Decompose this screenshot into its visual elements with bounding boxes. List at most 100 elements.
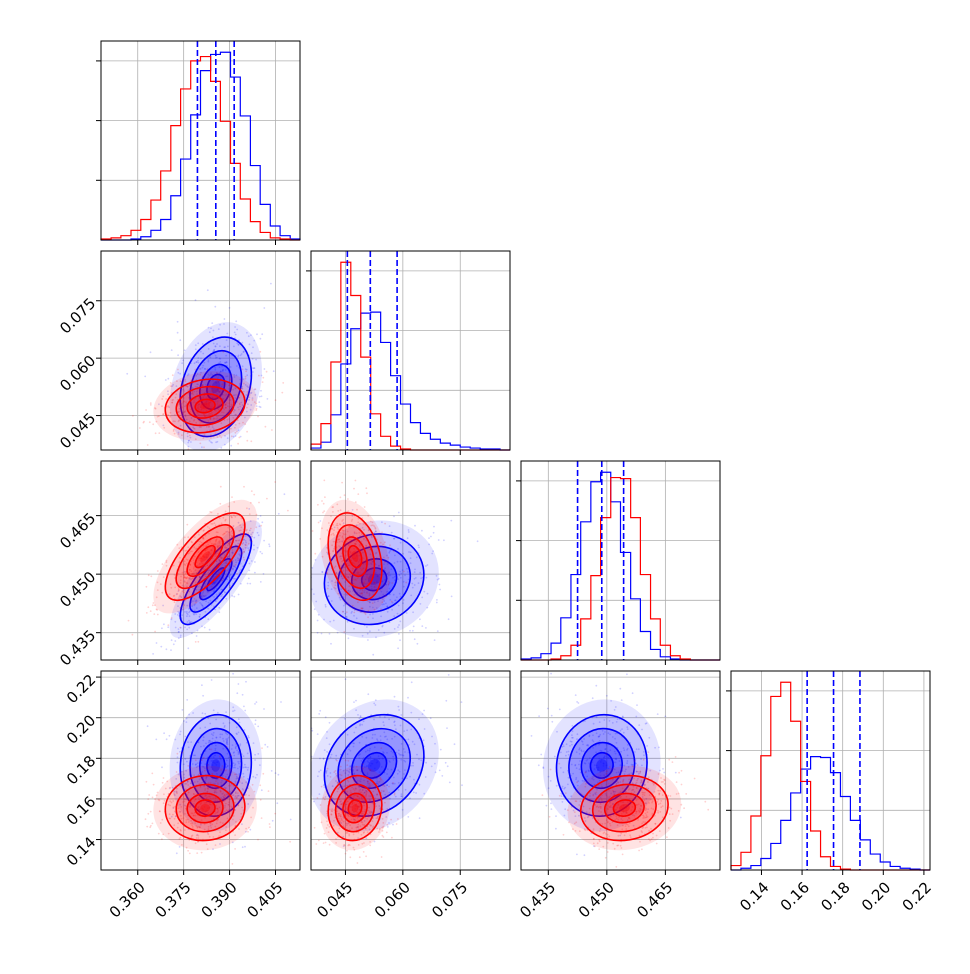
sample-point [238,683,240,685]
sample-point [258,375,260,377]
sample-point [263,708,265,710]
sample-point [592,697,594,699]
sample-point [236,430,238,432]
sample-point [177,354,179,356]
sample-point [365,613,367,615]
sample-point [451,596,453,598]
sample-point [436,602,438,604]
sample-point [707,809,709,811]
sample-point [278,513,280,515]
sample-point [303,575,305,577]
sample-point [176,852,178,854]
sample-point [207,289,209,291]
sample-point [414,638,416,640]
sample-point [214,306,216,308]
sample-point [392,782,394,784]
sample-point [174,640,176,642]
x-tick-label: 0.390 [198,878,241,921]
sample-point [195,641,197,643]
sample-point [262,377,264,379]
panel-frame [521,461,720,660]
sample-point [267,398,269,400]
sample-point [333,771,335,773]
sample-point [301,566,303,568]
sample-point [254,561,256,563]
sample-point [147,725,149,727]
sample-point [325,842,327,844]
sample-point [565,792,567,794]
sample-point [626,673,628,675]
sample-point [367,616,369,618]
sample-point [632,692,634,694]
sample-point [284,493,286,495]
sample-point [305,620,307,622]
sample-point [662,768,664,770]
sample-point [265,426,267,428]
sample-point [274,813,276,815]
sample-point [230,754,232,756]
sample-point [439,589,441,591]
sample-point [386,824,388,826]
sample-point [126,373,128,375]
sample-point [256,701,258,703]
sample-point [261,553,263,555]
sample-point [235,570,237,572]
sample-point [280,701,282,703]
sample-point [550,803,552,805]
sample-point [324,496,326,498]
sample-point [211,322,213,324]
sample-point [390,819,392,821]
sample-point [384,523,386,525]
sample-point [681,770,683,772]
sample-point [407,816,409,818]
sample-point [171,617,173,619]
sample-point [153,784,155,786]
sample-point [144,376,146,378]
sample-point [251,490,253,492]
sample-point [157,614,159,616]
sample-point [323,503,325,505]
sample-point [258,401,260,403]
sample-point [304,577,306,579]
sample-point [147,813,149,815]
sample-point [357,622,359,624]
sample-point [177,369,179,371]
x-tick-label: 0.405 [243,878,286,921]
sample-point [237,443,239,445]
sample-point [266,498,268,500]
sample-point [166,738,168,740]
sample-point [179,846,181,848]
sample-point [398,512,400,514]
sample-point [255,719,257,721]
sample-point [346,764,348,766]
sample-point [165,379,167,381]
sample-point [391,582,393,584]
sample-point [251,540,253,542]
sample-point [242,694,244,696]
sample-point [434,639,436,641]
sample-point [218,611,220,613]
sample-point [387,826,389,828]
sample-point [367,639,369,641]
sample-point [224,318,226,320]
sample-point [243,486,245,488]
sample-point [232,863,234,865]
sample-point [550,673,552,675]
sample-point [386,832,388,834]
sample-point [314,553,316,555]
sample-point [262,773,264,775]
sample-point [219,756,221,758]
sample-point [446,727,448,729]
sample-point [261,521,263,523]
sample-point [595,685,597,687]
sample-point [167,624,169,626]
sample-point [380,608,382,610]
sample-point [203,757,205,759]
sample-point [202,695,204,697]
sample-point [231,496,233,498]
sample-point [440,749,442,751]
sample-point [281,392,283,394]
sample-point [245,681,247,683]
sample-point [340,769,342,771]
sample-point [260,390,262,392]
